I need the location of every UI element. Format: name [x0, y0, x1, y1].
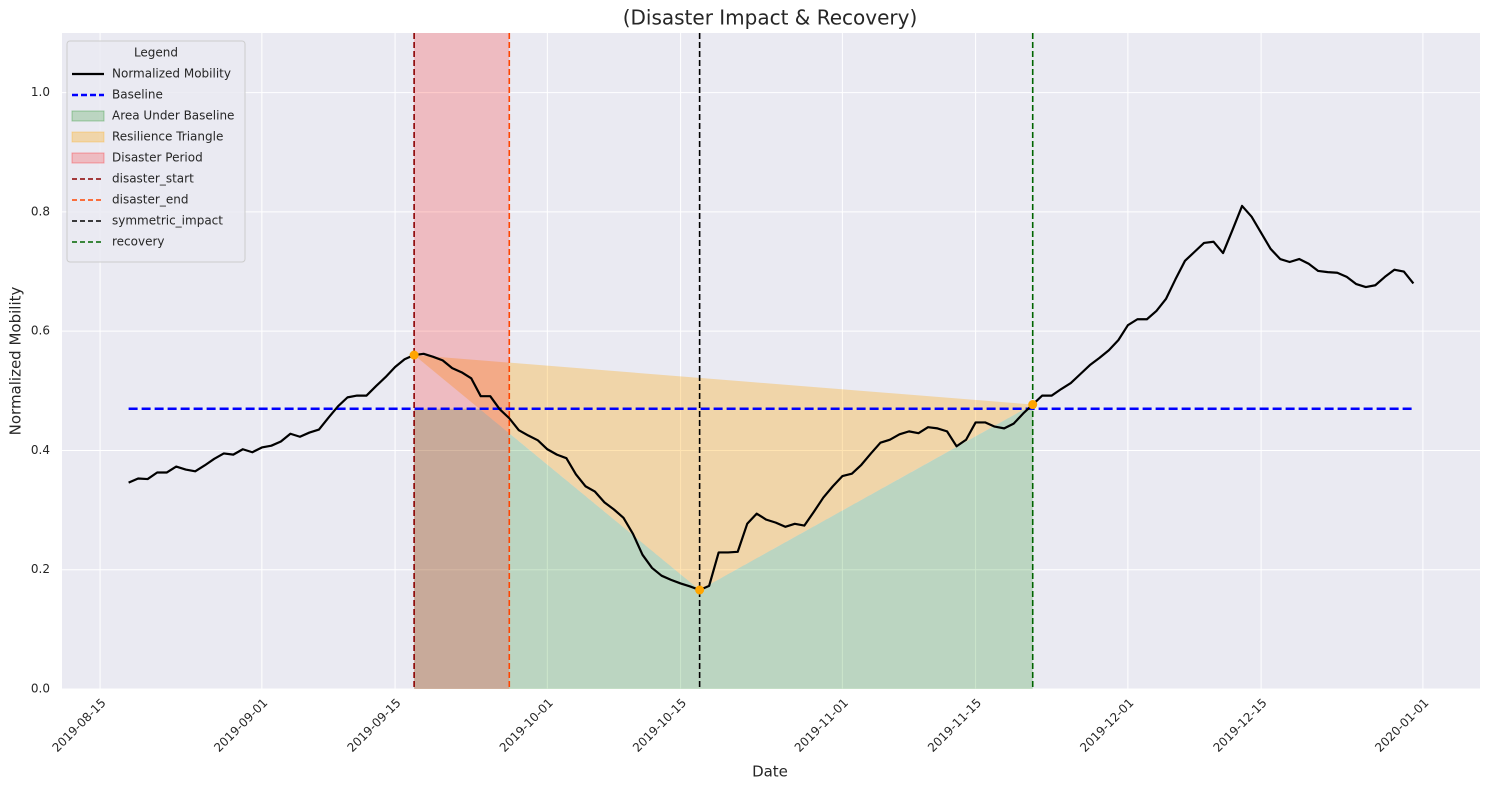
area-under-baseline — [414, 408, 1033, 689]
disaster-period — [414, 33, 510, 689]
legend-label: disaster_end — [112, 193, 188, 207]
x-tick-label: 2019-12-01 — [1077, 696, 1136, 755]
triangle-point — [409, 350, 419, 360]
legend-label: symmetric_impact — [112, 214, 223, 228]
triangle-point — [1028, 400, 1038, 410]
legend-label: disaster_start — [112, 172, 194, 186]
legend-box — [66, 40, 246, 263]
x-tick-label: 2019-11-01 — [792, 696, 851, 755]
x-tick-label: 2019-10-15 — [630, 696, 689, 755]
x-tick-label: 2019-10-01 — [497, 696, 556, 755]
legend-label: Normalized Mobility — [112, 67, 231, 81]
legend-label: Area Under Baseline — [112, 109, 234, 123]
x-tick-label: 2019-11-15 — [925, 696, 984, 755]
y-tick-label: 0.2 — [31, 562, 50, 576]
y-tick-label: 1.0 — [31, 85, 50, 99]
legend-label: Resilience Triangle — [112, 130, 223, 144]
x-tick-label: 2019-09-15 — [344, 696, 403, 755]
resilience-triangle — [414, 355, 1033, 591]
y-tick-label: 0.8 — [31, 204, 50, 218]
y-tick-label: 0.4 — [31, 443, 50, 457]
y-tick-label: 0.0 — [31, 682, 50, 696]
legend-label: Baseline — [112, 88, 163, 102]
data-line — [128, 204, 1415, 592]
plot-background — [62, 33, 1480, 689]
legend-swatch — [71, 131, 105, 143]
x-axis-label: Date — [752, 763, 788, 781]
x-tick-label: 2019-08-15 — [49, 696, 108, 755]
legend-label: recovery — [112, 235, 165, 249]
legend-swatch — [71, 110, 105, 122]
x-tick-label: 2019-12-15 — [1210, 696, 1269, 755]
legend-swatch — [71, 152, 105, 164]
legend-title: Legend — [134, 46, 178, 60]
chart-title: (Disaster Impact & Recovery) — [623, 6, 918, 30]
x-tick-label: 2020-01-01 — [1372, 696, 1431, 755]
legend-label: Disaster Period — [112, 151, 203, 165]
x-tick-label: 2019-09-01 — [211, 696, 270, 755]
y-tick-label: 0.6 — [31, 324, 50, 338]
triangle-point — [695, 585, 705, 595]
y-axis-label: Normalized Mobility — [7, 287, 25, 436]
legend: Legend Normalized Mobility Baseline Area Un… — [66, 40, 246, 263]
